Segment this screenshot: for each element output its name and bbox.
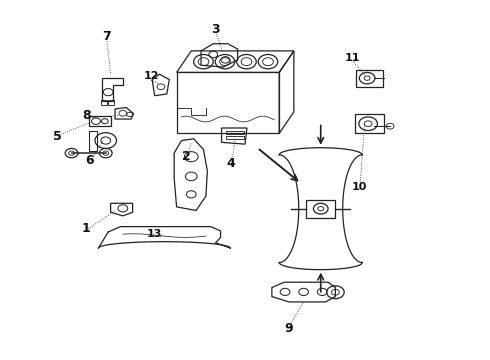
- Text: 1: 1: [82, 222, 91, 235]
- Text: 5: 5: [52, 130, 61, 144]
- Text: 2: 2: [182, 150, 191, 163]
- Bar: [355, 114, 384, 134]
- Text: 3: 3: [211, 23, 220, 36]
- Text: 10: 10: [352, 182, 368, 192]
- Bar: [226, 136, 244, 139]
- Text: 6: 6: [85, 154, 94, 167]
- Text: 7: 7: [102, 30, 111, 43]
- Text: 9: 9: [285, 322, 294, 335]
- Bar: [101, 100, 107, 105]
- Bar: [306, 200, 335, 218]
- Text: 8: 8: [82, 109, 91, 122]
- Bar: [108, 100, 114, 105]
- Text: 12: 12: [144, 71, 159, 81]
- Bar: [356, 69, 383, 87]
- Text: 11: 11: [345, 53, 360, 63]
- Bar: [89, 131, 97, 150]
- Text: 4: 4: [226, 157, 235, 170]
- Bar: [226, 131, 244, 134]
- Text: 13: 13: [147, 229, 162, 239]
